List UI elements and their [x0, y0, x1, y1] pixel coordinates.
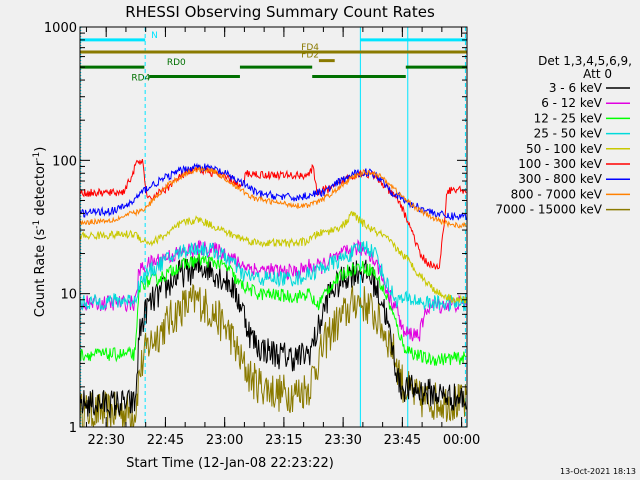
- series-line-2: [80, 252, 467, 366]
- timestamp: 13-Oct-2021 18:13: [560, 467, 636, 476]
- legend-header-2: Att 0: [583, 67, 612, 81]
- series-group: [80, 158, 467, 427]
- series-line-8: [80, 283, 467, 427]
- series-line-6: [80, 162, 467, 221]
- y-tick-label: 10: [60, 288, 77, 303]
- y-axis-label: Count Rate (s-1 detector-1): [32, 147, 48, 318]
- legend-label: 7000 - 15000 keV: [495, 203, 602, 217]
- x-tick-label: 23:00: [206, 433, 243, 448]
- chart-title: RHESSI Observing Summary Count Rates: [125, 3, 435, 21]
- flag-label-fd2: FD2: [301, 51, 319, 61]
- series-line-1: [80, 238, 467, 342]
- x-tick-label: 00:00: [443, 433, 480, 448]
- legend-label: 3 - 6 keV: [549, 81, 603, 95]
- flag-label-rd0: RD0: [167, 58, 186, 68]
- legend-header-1: Det 1,3,4,5,6,9,: [538, 54, 632, 68]
- x-axis-label: Start Time (12-Jan-08 22:23:22): [126, 456, 334, 471]
- flag-label-n: N: [151, 31, 158, 41]
- x-tick-label: 22:45: [147, 433, 184, 448]
- series-line-3: [80, 241, 467, 313]
- y-tick-label: 100: [52, 154, 77, 169]
- series-line-4: [80, 210, 467, 304]
- y-axis: 1 10 100 1000: [44, 21, 467, 436]
- x-tick-label: 23:15: [265, 433, 302, 448]
- y-tick-label: 1: [69, 421, 77, 436]
- x-axis: 22:30 22:45 23:00 23:15 23:30 23:45 00:00: [85, 27, 480, 448]
- flag-label-fd4: FD4: [301, 43, 319, 53]
- y-label-end: ): [33, 147, 48, 152]
- y-label-sup: -1: [32, 220, 42, 229]
- legend-label: 800 - 7000 keV: [511, 187, 603, 201]
- legend-label: 6 - 12 keV: [541, 96, 603, 110]
- series-line-0: [80, 256, 467, 419]
- x-tick-label: 23:30: [324, 433, 361, 448]
- legend-label: 100 - 300 keV: [518, 157, 602, 171]
- legend-label: 25 - 50 keV: [534, 127, 603, 141]
- y-label-main: Count Rate (s: [33, 229, 48, 318]
- y-tick-label: 1000: [44, 21, 77, 36]
- y-label-sup2: -1: [32, 152, 42, 161]
- x-tick-label: 23:45: [384, 433, 421, 448]
- series-line-5: [80, 158, 467, 270]
- legend-label: 300 - 800 keV: [518, 172, 602, 186]
- legend-label: 50 - 100 keV: [526, 142, 603, 156]
- flag-label-rd4: RD4: [131, 74, 150, 84]
- event-markers: [80, 27, 466, 427]
- series-line-7: [80, 165, 467, 229]
- y-label-mid: detector: [33, 160, 48, 220]
- legend-label: 12 - 25 keV: [534, 111, 603, 125]
- x-tick-label: 22:30: [87, 433, 124, 448]
- plot-frame: [79, 26, 468, 428]
